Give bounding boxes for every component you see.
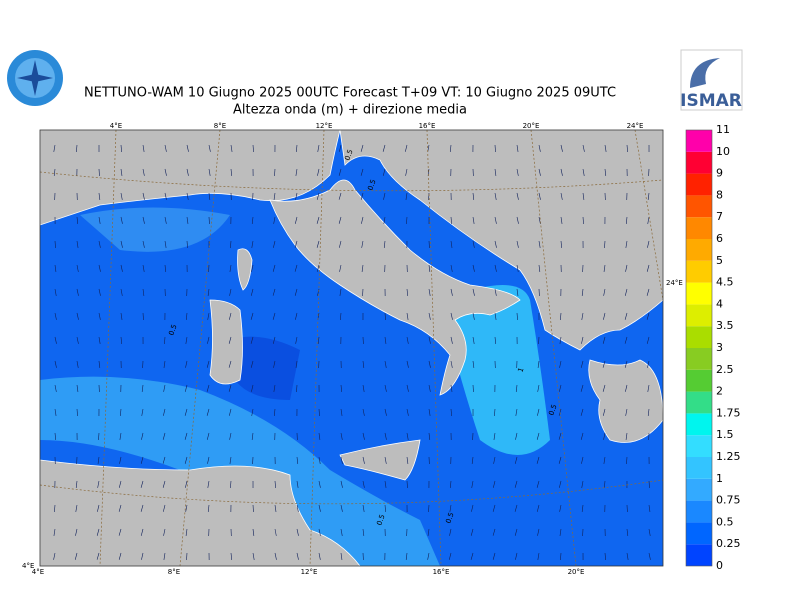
colorbar-label: 5 (716, 254, 723, 267)
colorbar-swatch (686, 195, 712, 217)
colorbar-swatch (686, 479, 712, 501)
colorbar-label: 11 (716, 123, 730, 136)
colorbar: 0 0.25 0.5 0.75 1 1.25 1.5 1.75 2 2.5 3 3.5 4 4.5 5 6 7 8… (686, 123, 741, 572)
colorbar-label: 0.25 (716, 537, 741, 550)
colorbar-swatch (686, 130, 712, 152)
colorbar-swatch (686, 152, 712, 174)
logo-text: ISMAR (680, 91, 742, 111)
colorbar-label: 4.5 (716, 276, 734, 289)
colorbar-label: 0.75 (716, 494, 741, 507)
lon-label: 20°E (568, 568, 585, 576)
colorbar-label: 2.5 (716, 363, 734, 376)
colorbar-label: 3.5 (716, 319, 734, 332)
colorbar-swatch (686, 413, 712, 435)
lon-label: 12°E (316, 122, 333, 130)
colorbar-label: 9 (716, 167, 723, 180)
colorbar-label: 1.25 (716, 450, 741, 463)
colorbar-label: 0 (716, 559, 723, 572)
colorbar-label: 4 (716, 297, 723, 310)
colorbar-label: 6 (716, 232, 723, 245)
land-sardinia (210, 300, 243, 384)
colorbar-label: 10 (716, 145, 730, 158)
lon-label: 12°E (301, 568, 318, 576)
colorbar-label: 1.75 (716, 406, 741, 419)
colorbar-label: 2 (716, 385, 723, 398)
colorbar-label: 8 (716, 188, 723, 201)
lon-label: 8°E (214, 122, 226, 130)
lon-label: 4°E (110, 122, 122, 130)
map (40, 130, 663, 566)
colorbar-swatch (686, 544, 712, 566)
colorbar-label: 1 (716, 472, 723, 485)
nettuno-logo (7, 50, 63, 106)
colorbar-swatch (686, 261, 712, 283)
colorbar-swatch (686, 370, 712, 392)
colorbar-swatch (686, 283, 712, 305)
colorbar-swatch (686, 326, 712, 348)
colorbar-swatch (686, 501, 712, 523)
lon-label: 24°E (627, 122, 644, 130)
colorbar-swatch (686, 392, 712, 414)
lon-label: 16°E (419, 122, 436, 130)
colorbar-swatch (686, 304, 712, 326)
colorbar-label: 0.5 (716, 515, 734, 528)
title: NETTUNO-WAM 10 Giugno 2025 00UTC Forecas… (84, 86, 616, 101)
lat-label: 4°E (22, 562, 34, 570)
lat-label: 24°E (666, 279, 683, 287)
colorbar-label: 3 (716, 341, 723, 354)
lon-label: 16°E (433, 568, 450, 576)
lon-label: 8°E (168, 568, 180, 576)
colorbar-swatch (686, 217, 712, 239)
colorbar-swatch (686, 348, 712, 370)
colorbar-swatch (686, 239, 712, 261)
colorbar-label: 7 (716, 210, 723, 223)
colorbar-swatch (686, 522, 712, 544)
colorbar-swatch (686, 174, 712, 196)
colorbar-swatch (686, 435, 712, 457)
subtitle: Altezza onda (m) + direzione media (233, 103, 467, 118)
colorbar-swatch (686, 457, 712, 479)
colorbar-label: 1.5 (716, 428, 734, 441)
ismar-logo: ISMAR (680, 50, 742, 111)
lon-label: 20°E (523, 122, 540, 130)
